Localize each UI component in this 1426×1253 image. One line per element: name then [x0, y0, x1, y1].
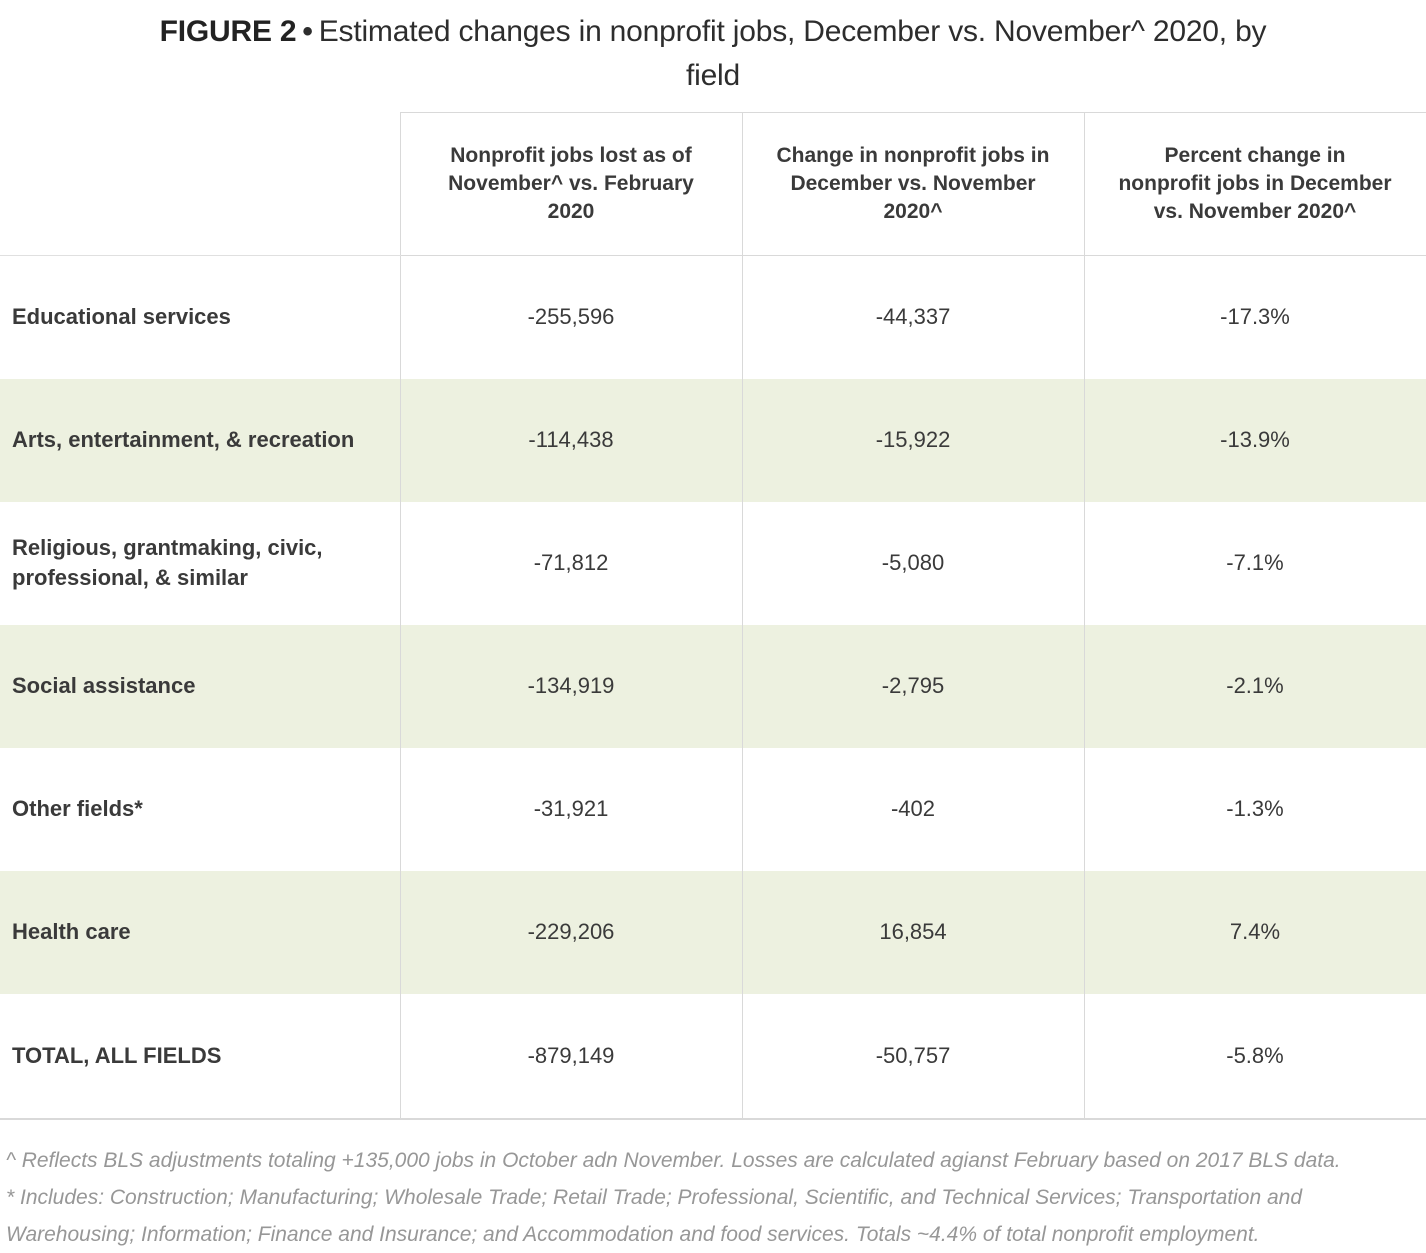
cell-change: -5,080	[741, 501, 1084, 625]
nonprofit-jobs-table: Nonprofit jobs lost as of November^ vs. …	[0, 112, 1426, 1120]
table-header: Nonprofit jobs lost as of November^ vs. …	[0, 112, 1426, 256]
cell-jobs-lost: -114,438	[399, 378, 742, 502]
cell-change: -2,795	[741, 624, 1084, 748]
cell-pct-change: -17.3%	[1083, 255, 1426, 379]
footnote-asterisk: * Includes: Construction; Manufacturing;…	[6, 1185, 1303, 1246]
row-label: Educational services	[12, 304, 231, 330]
figure-title-line1: Estimated changes in nonprofit jobs, Dec…	[318, 15, 1267, 48]
row-label: Arts, entertainment, & recreation	[0, 378, 400, 502]
table-row-religious-grantmaking: Religious, grantmaking, civic, professio…	[0, 501, 1426, 625]
cell-pct-change: 7.4%	[1083, 870, 1426, 994]
table-body: Educational services -255,596 -44,337 -1…	[0, 255, 1426, 1120]
cell-change: -44,337	[741, 255, 1084, 379]
cell-change: -402	[741, 747, 1084, 871]
cell-jobs-lost: -879,149	[399, 993, 742, 1120]
header-cell-pct-change: Percent change in nonprofit jobs in Dece…	[1083, 112, 1426, 256]
table-row-social-assistance: Social assistance -134,919 -2,795 -2.1%	[0, 624, 1426, 748]
cell-change: -15,922	[741, 378, 1084, 502]
row-label: Other fields*	[12, 796, 143, 821]
table-row-educational-services: Educational services -255,596 -44,337 -1…	[0, 255, 1426, 379]
cell-pct-change: -5.8%	[1083, 993, 1426, 1120]
header-cell-change: Change in nonprofit jobs in December vs.…	[741, 112, 1085, 256]
row-label: TOTAL, ALL FIELDS	[0, 993, 400, 1120]
row-label: Social assistance	[0, 624, 400, 748]
row-label: Religious, grantmaking, civic, professio…	[12, 535, 323, 590]
figure-title: FIGURE 2 • Estimated changes in nonprofit …	[13, 10, 1413, 98]
cell-jobs-lost: -229,206	[399, 870, 742, 994]
title-bullet-separator: •	[302, 15, 313, 48]
figure-title-line2: field	[685, 59, 741, 92]
figure-number-label: FIGURE 2	[159, 15, 297, 48]
cell-jobs-lost: -255,596	[399, 255, 742, 379]
table-row-arts-entertainment: Arts, entertainment, & recreation -114,4…	[0, 378, 1426, 502]
footnote-caret: ^ Reflects BLS adjustments totaling +135…	[6, 1148, 1341, 1172]
cell-jobs-lost: -71,812	[399, 501, 742, 625]
cell-pct-change: -13.9%	[1083, 378, 1426, 502]
table-row-health-care: Health care -229,206 16,854 7.4%	[0, 870, 1426, 994]
cell-jobs-lost: -31,921	[399, 747, 742, 871]
cell-change: 16,854	[741, 870, 1084, 994]
table-row-total-all-fields: TOTAL, ALL FIELDS -879,149 -50,757 -5.8%	[0, 993, 1426, 1120]
cell-pct-change: -2.1%	[1083, 624, 1426, 748]
footnotes-block: ^ Reflects BLS adjustments totaling +135…	[6, 1142, 1420, 1253]
row-label: Health care	[0, 870, 400, 994]
header-cell-jobs-lost: Nonprofit jobs lost as of November^ vs. …	[399, 112, 743, 256]
cell-jobs-lost: -134,919	[399, 624, 742, 748]
table-row-other-fields: Other fields* -31,921 -402 -1.3%	[0, 747, 1426, 871]
cell-change: -50,757	[741, 993, 1084, 1120]
header-cell-blank	[0, 112, 400, 256]
figure-2-container: FIGURE 2 • Estimated changes in nonprofit …	[0, 10, 1426, 1253]
header-row: Nonprofit jobs lost as of November^ vs. …	[0, 112, 1426, 256]
cell-pct-change: -1.3%	[1083, 747, 1426, 871]
cell-pct-change: -7.1%	[1083, 501, 1426, 625]
